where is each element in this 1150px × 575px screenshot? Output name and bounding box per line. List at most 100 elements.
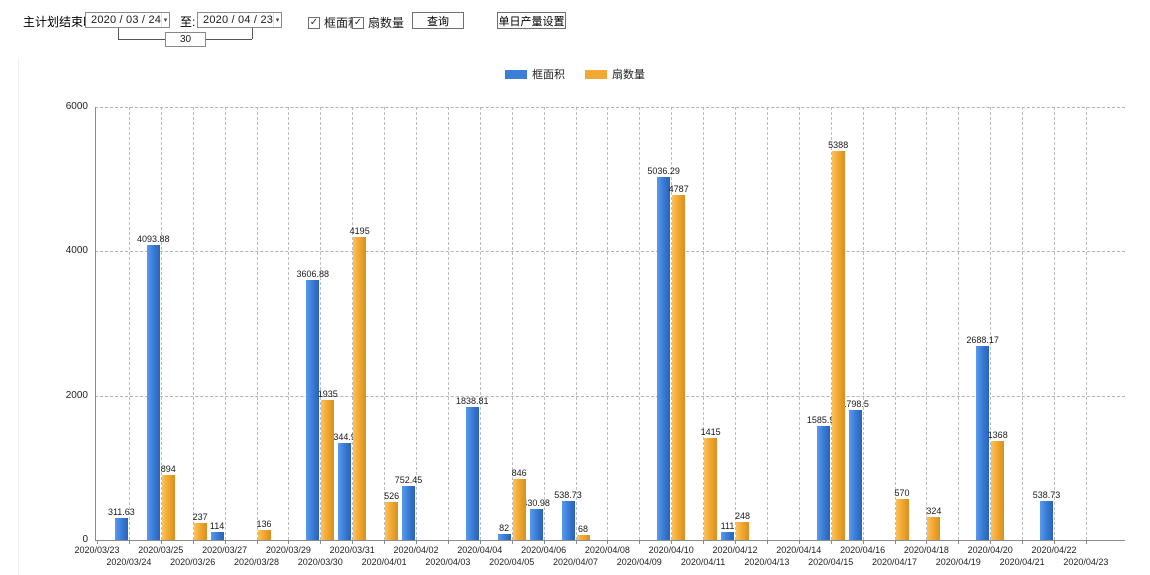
x-axis-label: 2020/03/31 — [329, 545, 375, 555]
checkbox-frame-area[interactable]: ✓ 框面积 — [308, 14, 360, 31]
v-gridline — [894, 107, 896, 540]
x-axis-tick — [479, 540, 481, 544]
v-gridline — [703, 107, 705, 540]
x-axis-tick — [192, 540, 194, 544]
bar-value-label: 114 — [209, 520, 225, 531]
x-axis-label: 2020/03/27 — [202, 545, 248, 555]
x-axis-tick — [384, 540, 386, 544]
days-between-input[interactable]: 30 — [165, 32, 206, 47]
x-axis-label: 2020/04/03 — [425, 557, 471, 567]
v-gridline — [128, 107, 130, 540]
v-gridline — [639, 107, 641, 540]
date-from-picker[interactable]: 2020 / 03 / 24 ▾ — [85, 12, 170, 28]
x-axis-label: 2020/04/10 — [648, 545, 694, 555]
bar-value-label: 1838.81 — [456, 396, 489, 407]
bar-框面积 — [976, 346, 990, 540]
legend-swatch — [585, 69, 607, 79]
x-axis-label: 2020/03/28 — [233, 557, 280, 567]
checkbox-checked-icon[interactable]: ✓ — [308, 16, 320, 29]
bar-框面积 — [465, 407, 479, 540]
bar-value-label: 82 — [499, 523, 510, 534]
bar-框面积 — [721, 531, 734, 540]
x-axis-tick — [990, 540, 992, 544]
x-axis-label: 2020/04/14 — [776, 545, 822, 555]
h-gridline — [95, 395, 1125, 397]
x-axis-label: 2020/04/01 — [361, 557, 407, 567]
x-axis-label: 2020/04/09 — [616, 557, 662, 567]
chevron-down-icon[interactable]: ▾ — [161, 13, 169, 27]
x-axis-tick — [128, 540, 130, 544]
panel-edge-divider — [18, 58, 19, 575]
v-gridline — [224, 107, 226, 540]
legend-swatch — [505, 69, 527, 79]
x-axis-tick — [543, 540, 545, 544]
bar-value-label: 4195 — [349, 226, 370, 237]
query-button[interactable]: 查询 — [412, 12, 464, 29]
bar-框面积 — [816, 425, 830, 540]
v-gridline — [192, 107, 194, 540]
x-axis-label: 2020/03/29 — [265, 545, 311, 555]
to-label: 至: — [180, 15, 196, 29]
x-axis-label: 2020/03/26 — [170, 557, 216, 567]
bar-value-label: 1935 — [317, 389, 338, 400]
checkbox-sash-count[interactable]: ✓ 扇数量 — [352, 14, 404, 31]
bar-框面积 — [657, 176, 671, 540]
checkbox-frame-area-label: 框面积 — [324, 16, 361, 30]
x-axis-label: 2020/03/25 — [138, 545, 184, 555]
bar-框面积 — [402, 485, 415, 540]
bar-value-label: 752.45 — [394, 474, 423, 485]
bar-扇数量 — [257, 530, 271, 540]
x-axis-label: 2020/04/13 — [744, 557, 790, 567]
x-axis-label: 2020/04/02 — [393, 545, 439, 555]
v-gridline — [320, 107, 322, 540]
bar-扇数量 — [704, 437, 718, 540]
date-to-picker[interactable]: 2020 / 04 / 23 ▾ — [197, 12, 282, 28]
bar-value-label: 894 — [160, 464, 176, 475]
v-gridline — [384, 107, 386, 540]
v-gridline — [575, 107, 577, 540]
x-axis-label: 2020/04/16 — [840, 545, 886, 555]
x-axis-tick — [97, 540, 98, 544]
checkbox-checked-icon[interactable]: ✓ — [352, 16, 364, 29]
v-gridline — [288, 107, 290, 540]
bar-value-label: 1368 — [987, 430, 1008, 441]
connector-line — [118, 39, 165, 40]
x-axis-tick — [224, 540, 226, 544]
x-axis-label: 2020/04/19 — [935, 557, 981, 567]
bar-扇数量 — [321, 400, 335, 540]
y-axis-label: 6000 — [65, 101, 88, 112]
x-axis-label: 2020/04/20 — [967, 545, 1013, 555]
daily-output-settings-button[interactable]: 单日产量设置 — [497, 12, 566, 29]
x-axis-tick — [160, 540, 162, 544]
bar-扇数量 — [385, 502, 399, 540]
bar-value-label: 1585.96 — [806, 414, 840, 425]
legend-label: 框面积 — [532, 69, 565, 81]
x-axis-tick — [639, 540, 641, 544]
bar-value-label: 5388 — [828, 140, 849, 151]
bar-value-label: 5036.29 — [647, 165, 680, 176]
x-axis-tick — [735, 540, 736, 544]
v-gridline — [352, 107, 354, 540]
v-gridline — [256, 107, 258, 540]
bar-value-label: 111 — [720, 520, 735, 531]
v-gridline — [479, 107, 481, 540]
v-gridline — [607, 107, 609, 540]
v-gridline — [926, 107, 928, 540]
y-axis — [95, 107, 96, 540]
h-gridline — [95, 107, 1125, 108]
x-axis-tick — [671, 540, 673, 544]
bar-value-label: 4787 — [668, 183, 689, 194]
bar-扇数量 — [576, 535, 590, 540]
x-axis-label: 2020/03/30 — [297, 557, 343, 567]
bar-框面积 — [561, 501, 575, 540]
v-gridline — [671, 107, 673, 540]
x-axis-tick — [798, 540, 800, 544]
connector-line — [118, 28, 119, 39]
x-axis-tick — [575, 540, 577, 544]
x-axis-label: 2020/04/18 — [903, 545, 949, 555]
chevron-down-icon[interactable]: ▾ — [273, 13, 281, 27]
legend-item: 扇数量 — [585, 66, 645, 82]
v-gridline — [447, 107, 449, 540]
x-axis — [95, 540, 1125, 541]
bar-value-label: 430.98 — [522, 497, 550, 508]
